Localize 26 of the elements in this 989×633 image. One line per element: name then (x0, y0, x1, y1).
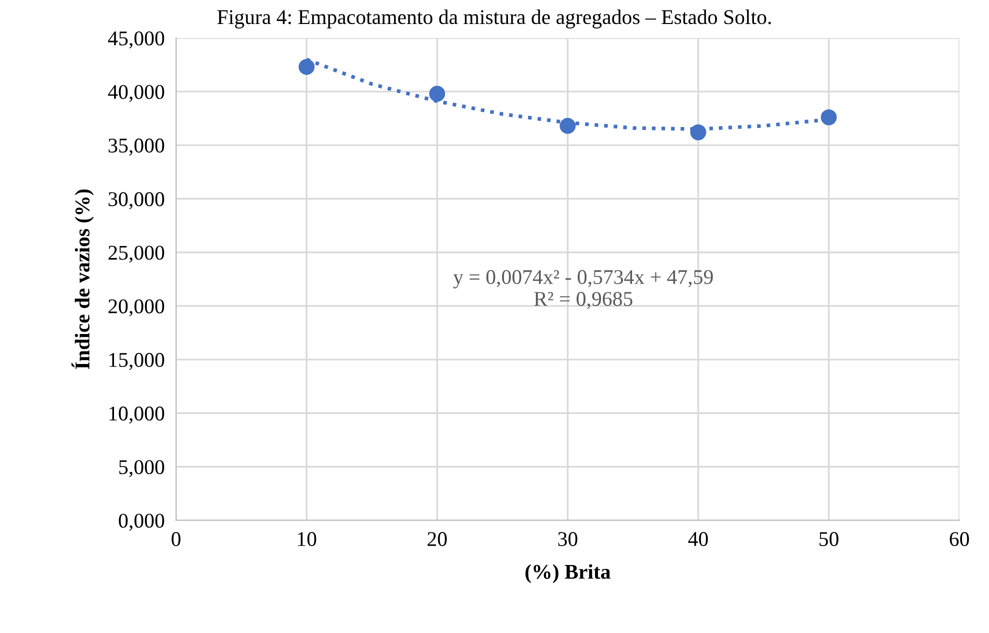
y-tick-label: 40,000 (108, 84, 164, 102)
x-tick-label: 60 (950, 532, 969, 546)
y-axis-title: Índice de vazios (%) (72, 190, 94, 370)
y-tick-label: 15,000 (109, 352, 164, 370)
x-tick-label: 30 (558, 532, 578, 546)
point (560, 118, 576, 134)
y-tick-label: 5,000 (119, 460, 164, 478)
annotation: y = 0,0074x² - 0,5734x + 47,59 R² = 0,9685 (453, 270, 713, 309)
y-tick-label: 35,000 (108, 138, 164, 156)
point (429, 86, 446, 102)
point (298, 58, 315, 75)
x-tick-label: 40 (688, 532, 708, 546)
point (820, 109, 837, 126)
y-tick-label: 30,000 (108, 192, 164, 210)
y-tick-label: 45,000 (108, 31, 164, 48)
x-tick-label: 10 (298, 532, 316, 546)
y-tick-label: 20,000 (108, 299, 164, 316)
y-tick-label: 0,000 (118, 514, 164, 531)
x-axis-title: (%) Brita (526, 564, 610, 584)
point (690, 124, 706, 140)
x-tick-label: 0 (172, 532, 180, 546)
x-tick-label: 50 (820, 532, 838, 546)
x-tick-label: 20 (428, 532, 447, 546)
y-tick-label: 25,000 (108, 246, 164, 263)
chart-title: Figura 4: Empacotamento da mistura de agregados – Estado Solto. (217, 9, 771, 28)
y-tick-label: 10,000 (109, 406, 164, 424)
